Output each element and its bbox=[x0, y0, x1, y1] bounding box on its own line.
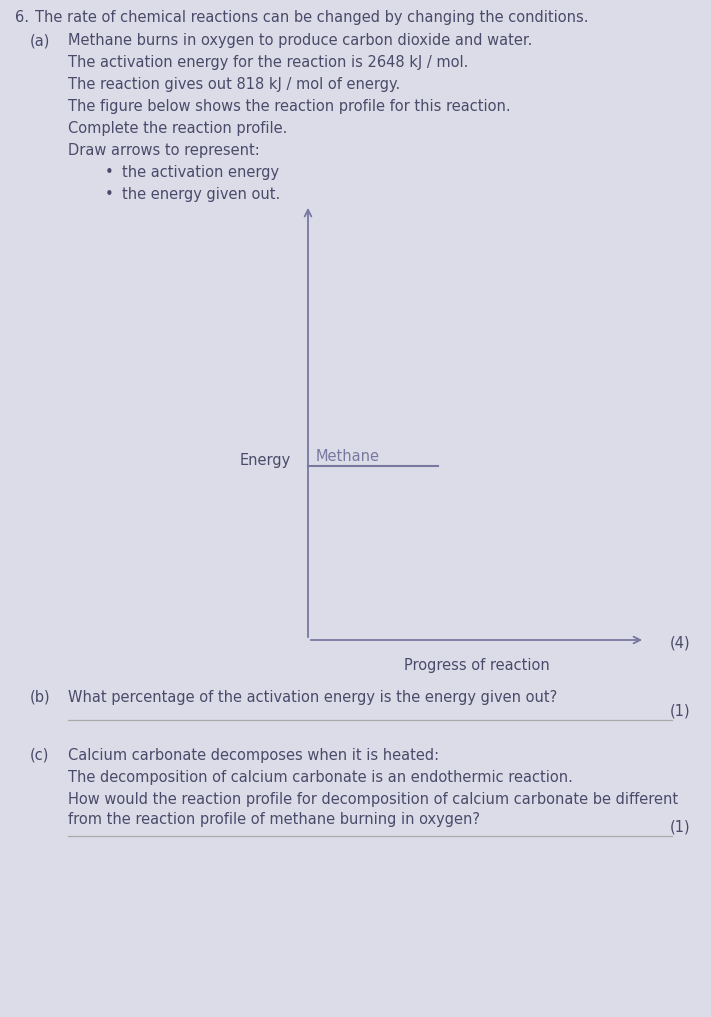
Text: Progress of reaction: Progress of reaction bbox=[404, 658, 550, 673]
Text: The figure below shows the reaction profile for this reaction.: The figure below shows the reaction prof… bbox=[68, 99, 510, 114]
Text: from the reaction profile of methane burning in oxygen?: from the reaction profile of methane bur… bbox=[68, 812, 480, 827]
Text: 6.: 6. bbox=[15, 10, 29, 25]
Text: Complete the reaction profile.: Complete the reaction profile. bbox=[68, 121, 287, 136]
Text: Methane: Methane bbox=[316, 448, 380, 464]
Text: Draw arrows to represent:: Draw arrows to represent: bbox=[68, 143, 260, 158]
Text: The activation energy for the reaction is 2648 kJ / mol.: The activation energy for the reaction i… bbox=[68, 55, 469, 70]
Text: (a): (a) bbox=[30, 33, 50, 48]
Text: the activation energy: the activation energy bbox=[122, 165, 279, 180]
Text: The rate of chemical reactions can be changed by changing the conditions.: The rate of chemical reactions can be ch… bbox=[35, 10, 589, 25]
Text: Energy: Energy bbox=[240, 453, 292, 468]
Text: the energy given out.: the energy given out. bbox=[122, 187, 280, 202]
Text: The decomposition of calcium carbonate is an endothermic reaction.: The decomposition of calcium carbonate i… bbox=[68, 770, 573, 785]
Text: (1): (1) bbox=[669, 703, 690, 718]
Text: •: • bbox=[105, 165, 114, 180]
Text: How would the reaction profile for decomposition of calcium carbonate be differe: How would the reaction profile for decom… bbox=[68, 792, 678, 807]
Text: Calcium carbonate decomposes when it is heated:: Calcium carbonate decomposes when it is … bbox=[68, 747, 439, 763]
Text: (c): (c) bbox=[30, 747, 49, 763]
Text: Methane burns in oxygen to produce carbon dioxide and water.: Methane burns in oxygen to produce carbo… bbox=[68, 33, 533, 48]
Text: What percentage of the activation energy is the energy given out?: What percentage of the activation energy… bbox=[68, 690, 557, 705]
Text: (1): (1) bbox=[669, 819, 690, 834]
Text: •: • bbox=[105, 187, 114, 202]
Text: (b): (b) bbox=[30, 690, 50, 705]
Text: The reaction gives out 818 kJ / mol of energy.: The reaction gives out 818 kJ / mol of e… bbox=[68, 77, 400, 92]
Text: (4): (4) bbox=[669, 635, 690, 650]
